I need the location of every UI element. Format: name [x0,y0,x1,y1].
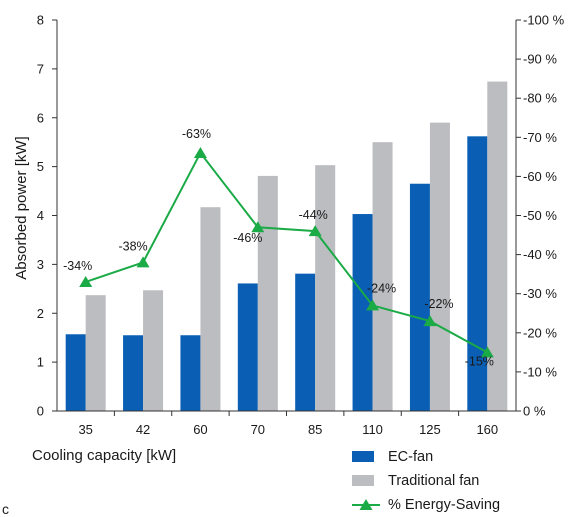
energy-saving-label-85: -44% [299,208,328,222]
y-tick-label-right: -50 % [523,208,557,223]
x-tick-label: 85 [308,422,322,437]
x-tick-label: 160 [476,422,498,437]
energy-saving-label-60: -63% [182,127,211,141]
energy-saving-marker-60 [193,146,207,158]
bars-layer [65,81,508,412]
x-tick-label: 125 [419,422,441,437]
y-tick-label-right: -80 % [523,91,557,106]
y-tick-label-left: 1 [37,355,44,370]
energy-saving-marker-160 [480,346,494,358]
energy-saving-label-160: -15% [465,354,494,368]
bar-ec-fan-70 [237,283,258,411]
x-tick-label: 42 [136,422,150,437]
axes-layer: 0 1 2 3 4 5 6 7 8 0 % -10 % -20 % -30 % -40 % -50 % -60… [37,13,565,438]
energy-saving-marker-125 [423,315,437,327]
legend: EC-fan Traditional fan % Energy-Saving [352,449,500,513]
energy-saving-label-70: -46% [233,231,262,245]
y-tick-label-right: -70 % [523,130,557,145]
bar-ec-fan-35 [65,334,86,411]
y-tick-label-left: 2 [37,306,44,321]
y-tick-label-left: 5 [37,159,44,174]
data-labels-layer: -34% -38% -63% -46% -44% -24% -22% -15% [63,127,494,368]
x-tick-label: 60 [193,422,207,437]
y-tick-label-left: 4 [37,208,44,223]
y-tick-label-left: 8 [37,13,44,28]
y-tick-label-right: -100 % [523,13,565,28]
y-tick-label-right: -90 % [523,52,557,67]
y-tick-label-left: 6 [37,110,44,125]
energy-saving-label-35: -34% [63,259,92,273]
y-tick-label-right: -40 % [523,247,557,262]
y-tick-label-right: -10 % [523,364,557,379]
bar-ec-fan-85 [295,273,316,411]
energy-saving-marker-70 [251,221,265,233]
energy-saving-marker-42 [136,256,150,268]
y-tick-label-right: -20 % [523,325,557,340]
energy-saving-marker-35 [79,275,93,287]
bar-traditional-fan-42 [143,290,164,411]
bar-ec-fan-110 [352,214,373,411]
y-tick-label-left: 3 [37,257,44,272]
legend-label-energy-saving: % Energy-Saving [388,497,500,513]
y-tick-label-right: 0 % [523,404,546,419]
legend-swatch-traditional-fan [352,475,374,486]
energy-saving-marker-85 [308,225,322,237]
legend-marker-energy-saving [359,499,373,510]
energy-saving-line-layer [79,146,494,358]
x-axis-title: Cooling capacity [kW] [32,447,176,464]
bar-ec-fan-42 [123,335,144,411]
bar-traditional-fan-70 [257,175,278,411]
bar-traditional-fan-35 [85,295,106,411]
bar-traditional-fan-125 [429,122,450,411]
bar-ec-fan-160 [467,136,488,411]
bar-traditional-fan-160 [487,81,508,412]
y-axis-title: Absorbed power [kW] [13,136,30,279]
y-tick-label-right: -30 % [523,286,557,301]
energy-saving-label-110: -24% [367,281,396,295]
y-tick-label-left: 7 [37,61,44,76]
x-tick-label: 70 [251,422,265,437]
bar-traditional-fan-85 [315,165,336,411]
energy-saving-marker-110 [366,299,380,311]
bar-traditional-fan-60 [200,207,221,411]
energy-saving-line [85,151,488,354]
y-tick-label-right: -60 % [523,169,557,184]
energy-saving-label-125: -22% [424,297,453,311]
legend-swatch-ec-fan [352,451,374,462]
bar-traditional-fan-110 [372,142,393,411]
x-tick-label: 110 [362,422,383,437]
bar-ec-fan-125 [409,183,430,411]
y-tick-label-left: 0 [37,404,44,419]
panel-label: c [2,501,9,517]
bar-ec-fan-60 [180,335,201,411]
legend-label-traditional-fan: Traditional fan [388,473,479,489]
energy-saving-label-42: -38% [118,239,147,253]
legend-label-ec-fan: EC-fan [388,449,433,465]
x-tick-label: 35 [78,422,92,437]
